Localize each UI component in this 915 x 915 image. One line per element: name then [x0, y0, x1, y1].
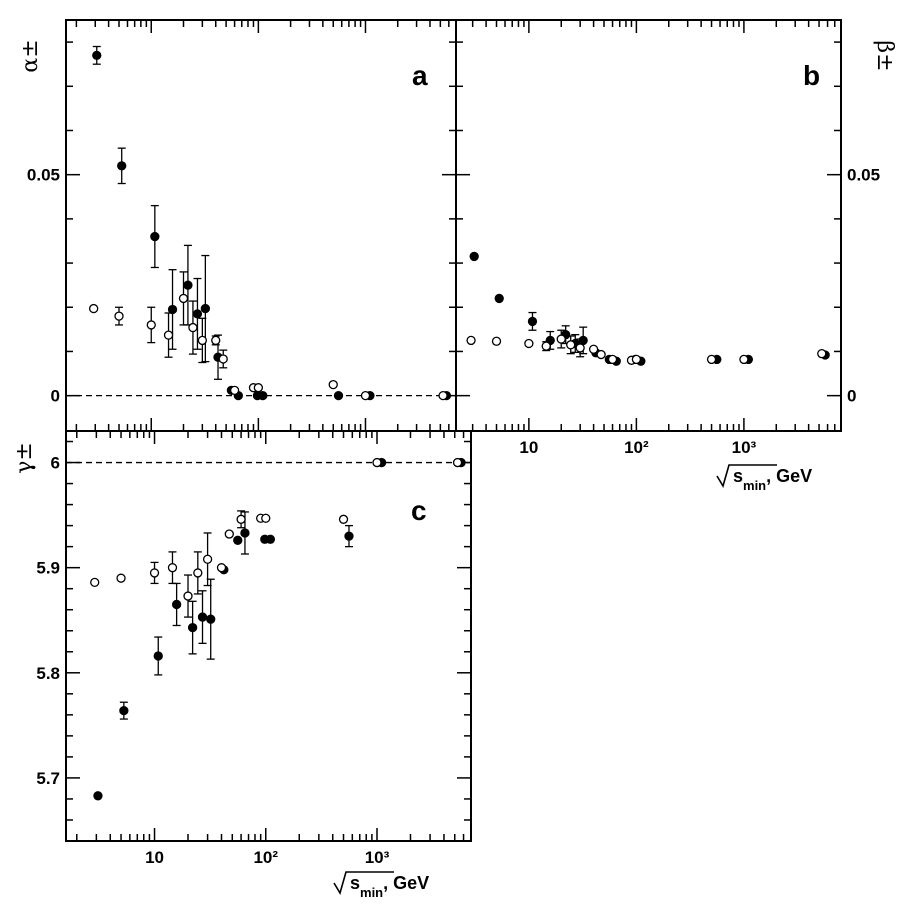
panel-c-xtick-label: 10³ [365, 848, 390, 867]
panel-a-ytick-label: 0.05 [27, 166, 60, 185]
panel-c-open-point [236, 514, 246, 524]
panel-a-plot: 00.05 [27, 20, 457, 431]
panel-a-filled-point [167, 304, 178, 315]
panel-c-open-point [149, 568, 160, 578]
panel-a-ylabel: α± [18, 39, 43, 72]
panel-b-filled-point [527, 316, 538, 327]
panel-c-ytick-label: 6 [51, 454, 60, 473]
panel-b-open-point [556, 334, 566, 344]
panel-c-open-point [193, 568, 203, 578]
panel-c-xlabel: smin, GeV [333, 871, 429, 900]
panel-a-filled-point [150, 231, 160, 242]
panel-a-open-point [360, 390, 371, 401]
panel-a-filled-point [333, 390, 344, 401]
panel-c-open-point [216, 563, 227, 573]
panel-c-open-point [183, 591, 193, 601]
panel-c-filled-point [187, 622, 198, 633]
panel-a-filled-point [258, 390, 268, 401]
panel-b-xtick-label: 10³ [732, 438, 757, 457]
panel-b-open-point [607, 354, 618, 365]
panel-b-xlabel-radical [716, 464, 777, 488]
panel-a-filled-point [200, 303, 211, 314]
panel-b-label: b [803, 60, 820, 91]
panel-a-ytick-label: 0 [51, 387, 60, 406]
panel-c-xtick-label: 10 [145, 848, 164, 867]
panel-c-open-point [338, 514, 349, 524]
panel-c-frame [65, 430, 472, 842]
panel-a-open-point [114, 311, 124, 321]
panel-c-filled-point [233, 535, 243, 545]
panel-a-label: a [412, 60, 428, 91]
panel-b-open-point [524, 338, 534, 349]
panel-b-filled-point [494, 293, 504, 304]
panel-c-open-point [224, 529, 234, 539]
panel-c-filled-point [240, 528, 250, 538]
panel-c-label: c [411, 495, 427, 526]
panel-b-open-point [575, 343, 585, 353]
panel-c-ytick-label: 5.8 [36, 664, 60, 683]
panel-c-xlabel-text: smin, GeV [350, 873, 429, 900]
panel-b-xtick-label: 10² [624, 438, 649, 457]
panel-a-filled-point [117, 161, 127, 171]
panel-a-open-point [163, 330, 174, 340]
panel-b-ytick-label: 0.05 [847, 166, 880, 185]
panel-b-open-point [739, 354, 749, 365]
panel-c-filled-point [93, 791, 103, 801]
panel-c-open-point [90, 577, 100, 588]
panel-c-xtick-label: 10² [253, 848, 278, 867]
panel-b-open-point [541, 341, 551, 351]
panel-a-open-point [253, 383, 264, 393]
panel-c-ytick-label: 5.9 [36, 559, 60, 578]
panel-c-filled-point [119, 705, 129, 716]
panel-b-filled-point [469, 251, 479, 262]
panel-a-filled-point [183, 280, 193, 290]
panel-c-filled-point [153, 651, 163, 661]
panel-a-open-point [146, 320, 156, 330]
panel-b-open-point [588, 344, 599, 354]
panel-b-frame [455, 19, 842, 432]
panel-a-open-point [89, 303, 99, 314]
panel-c-filled-point [206, 614, 216, 624]
panel-a-open-point [218, 354, 228, 364]
panel-c-ytick-label: 5.7 [36, 769, 60, 788]
panel-a-frame [65, 19, 457, 432]
panel-a-open-point [438, 390, 448, 401]
panel-c-filled-point [171, 599, 182, 610]
panel-c-filled-point [197, 612, 208, 622]
panel-c-open-point [202, 554, 213, 564]
panel-a-open-point [211, 335, 221, 346]
panel-c-xlabel-radical [333, 871, 394, 895]
panel-a-open-point [188, 322, 198, 333]
panel-b-ytick-label: 0 [847, 387, 856, 406]
panel-b-ylabel: β± [872, 40, 897, 71]
panel-a-filled-point [92, 50, 102, 61]
panel-b-xlabel-text: smin, GeV [733, 466, 812, 493]
panel-a-open-point [178, 293, 189, 304]
panel-c-ylabel: γ± [12, 442, 37, 474]
panel-c-open-point [261, 513, 271, 523]
panel-a-filled-point [192, 309, 203, 319]
panel-b-open-point [631, 354, 642, 365]
panel-b-open-point [566, 340, 576, 350]
panel-b-open-point [817, 349, 827, 359]
panel-a-open-point [229, 385, 240, 395]
panel-c-open-point [167, 563, 178, 573]
panel-c-filled-point [344, 531, 354, 541]
panel-b-open-point [466, 335, 476, 346]
panel-c-plot: 10 10² 10³ 5.7 5.8 5.9 6 smin, GeV [36, 431, 472, 900]
panel-c-filled-point [265, 534, 276, 544]
panel-c-open-point [372, 457, 382, 468]
panel-b-open-point [706, 354, 717, 365]
panel-b-xtick-label: 10 [519, 438, 538, 457]
panel-c-open-point [116, 573, 126, 583]
panel-a-open-point [197, 335, 208, 346]
panel-c-open-point [452, 457, 463, 468]
panel-a-open-point [328, 379, 338, 390]
panel-b-xlabel: smin, GeV [716, 464, 812, 493]
panel-b-open-point [491, 336, 502, 346]
panel-b-open-point [596, 349, 606, 360]
